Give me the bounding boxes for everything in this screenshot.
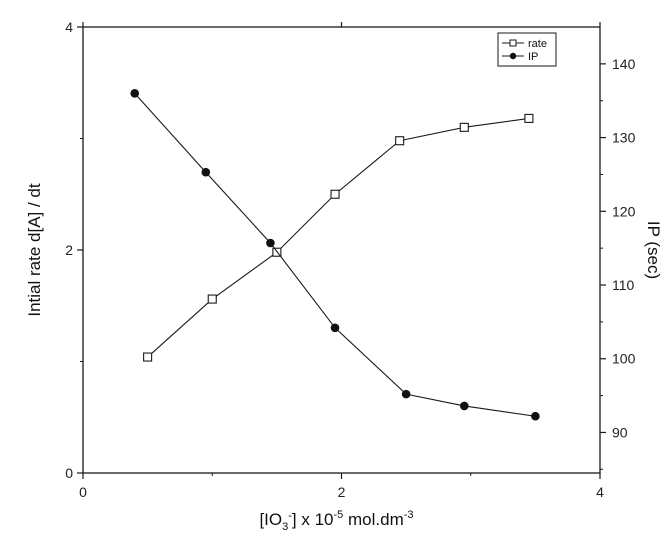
y-right-tick-label: 120 bbox=[612, 203, 636, 219]
x-tick-label: 4 bbox=[596, 484, 604, 500]
series-line-ip bbox=[134, 92, 536, 417]
ip-point bbox=[130, 89, 139, 98]
plot-frame bbox=[82, 26, 601, 474]
y-right-tick-label: 130 bbox=[612, 130, 636, 146]
rate-point bbox=[143, 352, 153, 362]
x-axis-title: [IO3-] x 10-5 mol.dm-3 bbox=[259, 509, 413, 533]
legend-label: rate bbox=[528, 38, 547, 50]
x-axis-title-sup: - bbox=[288, 510, 292, 522]
series-layer bbox=[130, 89, 540, 421]
rate-point bbox=[459, 122, 469, 132]
y-right-tick-label: 90 bbox=[612, 424, 628, 440]
ip-point bbox=[266, 238, 275, 248]
ip-point bbox=[330, 323, 340, 333]
y-right-tick-label: 110 bbox=[612, 277, 635, 293]
y-right-axis-title: IP (sec) bbox=[644, 221, 662, 279]
y-right-tick-label: 140 bbox=[612, 56, 636, 72]
x-tick-label: 0 bbox=[79, 484, 87, 500]
axis-titles: Intial rate d[A] / dt IP (sec) [IO3-] x 10… bbox=[25, 183, 662, 533]
rate-point bbox=[524, 113, 534, 123]
legend-marker-circle bbox=[509, 52, 517, 60]
rate-point bbox=[395, 136, 405, 146]
x-tick-label: 2 bbox=[338, 484, 346, 500]
y-left-axis-title: Intial rate d[A] / dt bbox=[25, 183, 44, 317]
y-left-tick-label: 4 bbox=[65, 19, 73, 35]
legend-marker-square bbox=[509, 39, 517, 47]
x-axis-title-exp: -5 bbox=[334, 509, 344, 521]
ip-point bbox=[201, 167, 211, 177]
x-axis-title-unit-exp: -3 bbox=[404, 509, 414, 521]
rate-point bbox=[330, 189, 340, 199]
rate-point bbox=[207, 294, 217, 304]
axes-layer: 0 2 4 0 2 4 90 100 110 120 130 140 bbox=[65, 19, 635, 500]
y-left-tick-label: 0 bbox=[65, 465, 73, 481]
y-left-tick-label: 2 bbox=[65, 242, 73, 258]
y-right-tick-label: 100 bbox=[612, 351, 636, 367]
x-axis-title-sub: 3 bbox=[282, 521, 288, 533]
ip-point bbox=[459, 401, 469, 411]
ip-point bbox=[531, 411, 540, 421]
x-axis-title-rest: ] x 10 bbox=[292, 510, 334, 529]
legend-box bbox=[497, 32, 557, 67]
legend-label: IP bbox=[528, 51, 538, 63]
ip-point bbox=[401, 389, 411, 399]
series-line-rate bbox=[147, 117, 529, 358]
x-axis-title-unit: mol.dm bbox=[343, 510, 403, 529]
x-axis-title-main: [IO bbox=[259, 510, 282, 529]
